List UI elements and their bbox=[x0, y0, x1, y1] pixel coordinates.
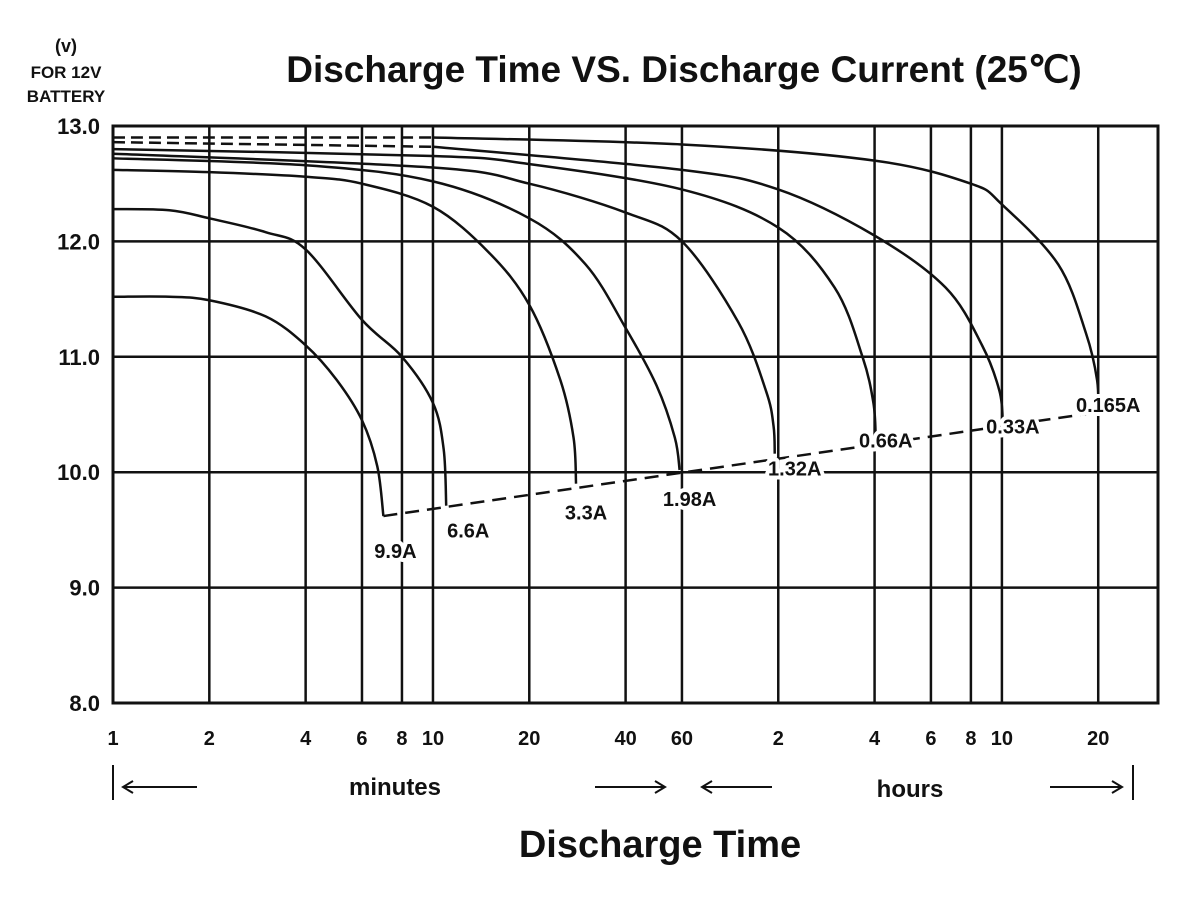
y-axis-label-line2: FOR 12V bbox=[31, 63, 103, 82]
y-axis-label-unit: (v) bbox=[55, 36, 77, 56]
x-tick-label: 2 bbox=[204, 728, 215, 750]
x-tick-label: 4 bbox=[869, 728, 881, 750]
x-tick-label: 6 bbox=[925, 728, 936, 750]
plot-frame bbox=[111, 124, 1160, 705]
minutes-label: minutes bbox=[349, 774, 441, 801]
x-tick-label: 10 bbox=[422, 728, 444, 750]
minutes-arrow-left-head bbox=[121, 780, 134, 794]
y-tick-label: 13.0 bbox=[57, 114, 100, 139]
x-tick-label: 10 bbox=[991, 728, 1013, 750]
y-tick-label: 12.0 bbox=[57, 229, 100, 254]
series-label: 0.165A bbox=[1076, 395, 1141, 417]
series-label: 1.32A bbox=[768, 459, 821, 481]
minutes-arrow-right-head bbox=[654, 780, 667, 794]
y-tick-label: 11.0 bbox=[58, 345, 100, 370]
x-tick-label: 8 bbox=[965, 728, 976, 750]
x-tick-label: 40 bbox=[614, 728, 636, 750]
x-tick-label: 6 bbox=[356, 728, 367, 750]
series-curve-start bbox=[112, 140, 433, 149]
series-label: 3.3A bbox=[565, 503, 607, 525]
x-tick-label: 20 bbox=[518, 728, 540, 750]
ticks: 13.012.011.010.09.08.01 2 4 6 8 10 20 40 60 2 4 6 8 1… bbox=[57, 114, 1109, 750]
series-label: 1.98A bbox=[663, 489, 716, 511]
chart-title: Discharge Time VS. Discharge Current (25… bbox=[286, 49, 1082, 90]
y-tick-label: 10.0 bbox=[57, 460, 100, 485]
x-tick-label: 60 bbox=[671, 728, 693, 750]
curves bbox=[112, 136, 1100, 518]
hours-arrow-right-head bbox=[1111, 780, 1124, 794]
series-curve bbox=[112, 157, 681, 471]
series-curve bbox=[432, 136, 1100, 413]
hours-label: hours bbox=[877, 776, 944, 803]
series-label: 6.6A bbox=[447, 521, 489, 543]
x-tick-label: 1 bbox=[107, 728, 118, 750]
series-labels: 9.9A 6.6A 3.3A 1.98A 1.32A 0.66A 0.33A 0.165A bbox=[370, 391, 1144, 567]
series-curve bbox=[112, 207, 448, 506]
unit-ranges: minutes hours bbox=[112, 765, 1134, 803]
series-label: 9.9A bbox=[374, 541, 416, 563]
x-tick-label: 8 bbox=[396, 728, 407, 750]
series-curve bbox=[112, 152, 776, 454]
series-label: 0.33A bbox=[986, 417, 1039, 439]
series-curve bbox=[432, 145, 1005, 424]
x-tick-label: 4 bbox=[300, 728, 312, 750]
cutoff-voltage-line bbox=[383, 410, 1099, 518]
hours-arrow-left-head bbox=[700, 780, 713, 794]
y-tick-label: 9.0 bbox=[69, 576, 100, 601]
series-curve bbox=[112, 147, 877, 438]
x-axis-label: Discharge Time bbox=[519, 824, 801, 866]
x-tick-label: 2 bbox=[773, 728, 784, 750]
y-tick-label: 8.0 bbox=[69, 691, 100, 716]
y-axis-label-line3: BATTERY bbox=[27, 87, 106, 106]
series-curve bbox=[112, 295, 385, 517]
series-curve bbox=[112, 168, 578, 484]
series-label: 0.66A bbox=[859, 431, 912, 453]
x-tick-label: 20 bbox=[1087, 728, 1109, 750]
